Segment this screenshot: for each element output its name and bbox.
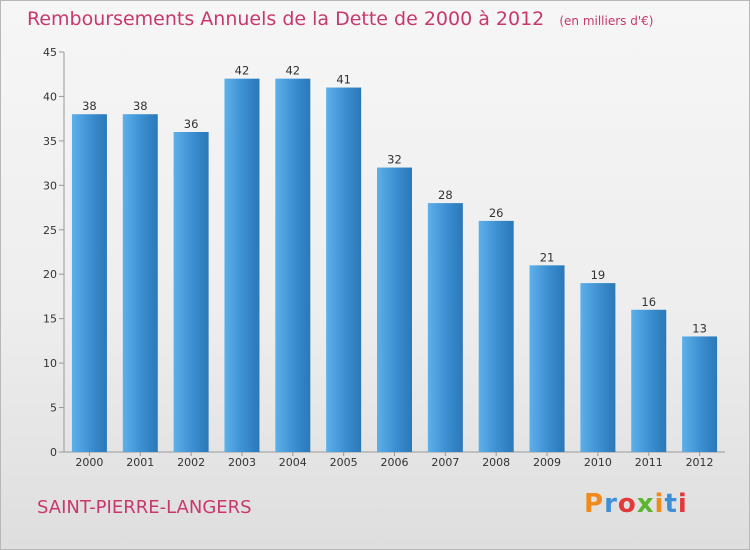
bar (71, 114, 107, 452)
bar-value-label: 16 (641, 295, 656, 309)
bar-value-label: 42 (235, 64, 250, 78)
bar (122, 114, 158, 452)
y-tick-label: 15 (43, 313, 57, 326)
proxiti-logo: Proxiti (584, 489, 688, 519)
logo-letter: i (677, 489, 688, 519)
bar (275, 78, 311, 453)
x-tick-label: 2000 (75, 456, 103, 469)
bar-value-label: 32 (387, 153, 402, 167)
bar-value-label: 41 (336, 73, 351, 87)
x-tick-label: 2001 (126, 456, 154, 469)
bar-value-label: 19 (591, 268, 606, 282)
x-tick-label: 2004 (279, 456, 307, 469)
logo-letter: r (604, 489, 618, 519)
bar (631, 309, 667, 452)
y-tick-label: 5 (50, 402, 57, 415)
logo-letter: t (664, 489, 678, 519)
labels: 0 5 10 15 20 25 30 35 40 45 38 2000 38 2001 36 2002 42 20… (43, 46, 714, 469)
x-tick-label: 2003 (228, 456, 256, 469)
y-tick-label: 40 (43, 90, 57, 103)
chart-title-text: Remboursements Annuels de la Dette de 20… (27, 8, 545, 30)
bar (529, 265, 565, 452)
bar (173, 132, 209, 452)
y-tick-label: 20 (43, 268, 57, 281)
x-tick-label: 2008 (482, 456, 510, 469)
y-tick-label: 35 (43, 135, 57, 148)
x-tick-label: 2007 (431, 456, 459, 469)
y-tick-label: 30 (43, 179, 57, 192)
y-tick-label: 10 (43, 357, 57, 370)
x-tick-label: 2009 (533, 456, 561, 469)
bar-value-label: 38 (133, 99, 148, 113)
bar-value-label: 13 (692, 321, 707, 335)
logo-letter: P (584, 489, 605, 519)
y-tick-label: 0 (50, 446, 57, 459)
bars (71, 78, 718, 453)
bar-value-label: 36 (184, 117, 199, 131)
x-tick-label: 2002 (177, 456, 205, 469)
bar (580, 283, 616, 452)
x-tick-label: 2006 (381, 456, 409, 469)
bar-value-label: 38 (82, 99, 97, 113)
logo-letter: x (636, 489, 655, 519)
commune-name: SAINT-PIERRE-LANGERS (37, 497, 252, 518)
y-tick-label: 25 (43, 224, 57, 237)
y-tick-label: 45 (43, 46, 57, 59)
x-tick-label: 2012 (686, 456, 714, 469)
logo-letter: o (617, 489, 637, 519)
chart-title: Remboursements Annuels de la Dette de 20… (27, 8, 653, 30)
bar-value-label: 21 (540, 250, 555, 264)
bar-value-label: 26 (489, 206, 504, 220)
chart-unit: (en milliers d'€) (559, 14, 654, 28)
bar (427, 203, 463, 452)
bar (682, 336, 718, 452)
bar-value-label: 28 (438, 188, 453, 202)
bar (478, 220, 514, 452)
x-tick-label: 2005 (330, 456, 358, 469)
bar (224, 78, 260, 453)
bar (377, 167, 412, 453)
logo-letter: i (654, 489, 665, 519)
x-tick-label: 2011 (635, 456, 663, 469)
bar (326, 87, 362, 453)
bar-value-label: 42 (285, 64, 300, 78)
x-tick-label: 2010 (584, 456, 612, 469)
